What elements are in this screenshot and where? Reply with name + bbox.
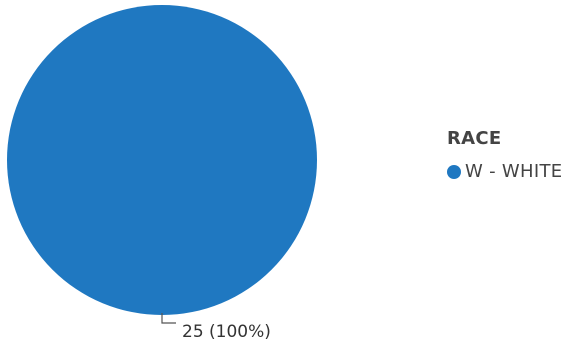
data-label-leader-line [161, 313, 176, 324]
legend-item-white[interactable]: W - WHITE [447, 161, 562, 182]
legend: RACE W - WHITE [447, 128, 562, 182]
pie-slices [7, 5, 317, 315]
legend-title: RACE [447, 128, 502, 149]
legend-item-label: W - WHITE [465, 161, 563, 182]
pie-slice-w-white[interactable] [7, 5, 317, 315]
legend-swatch-circle-icon [447, 164, 461, 179]
slice-data-label: 25 (100%) [182, 322, 271, 342]
